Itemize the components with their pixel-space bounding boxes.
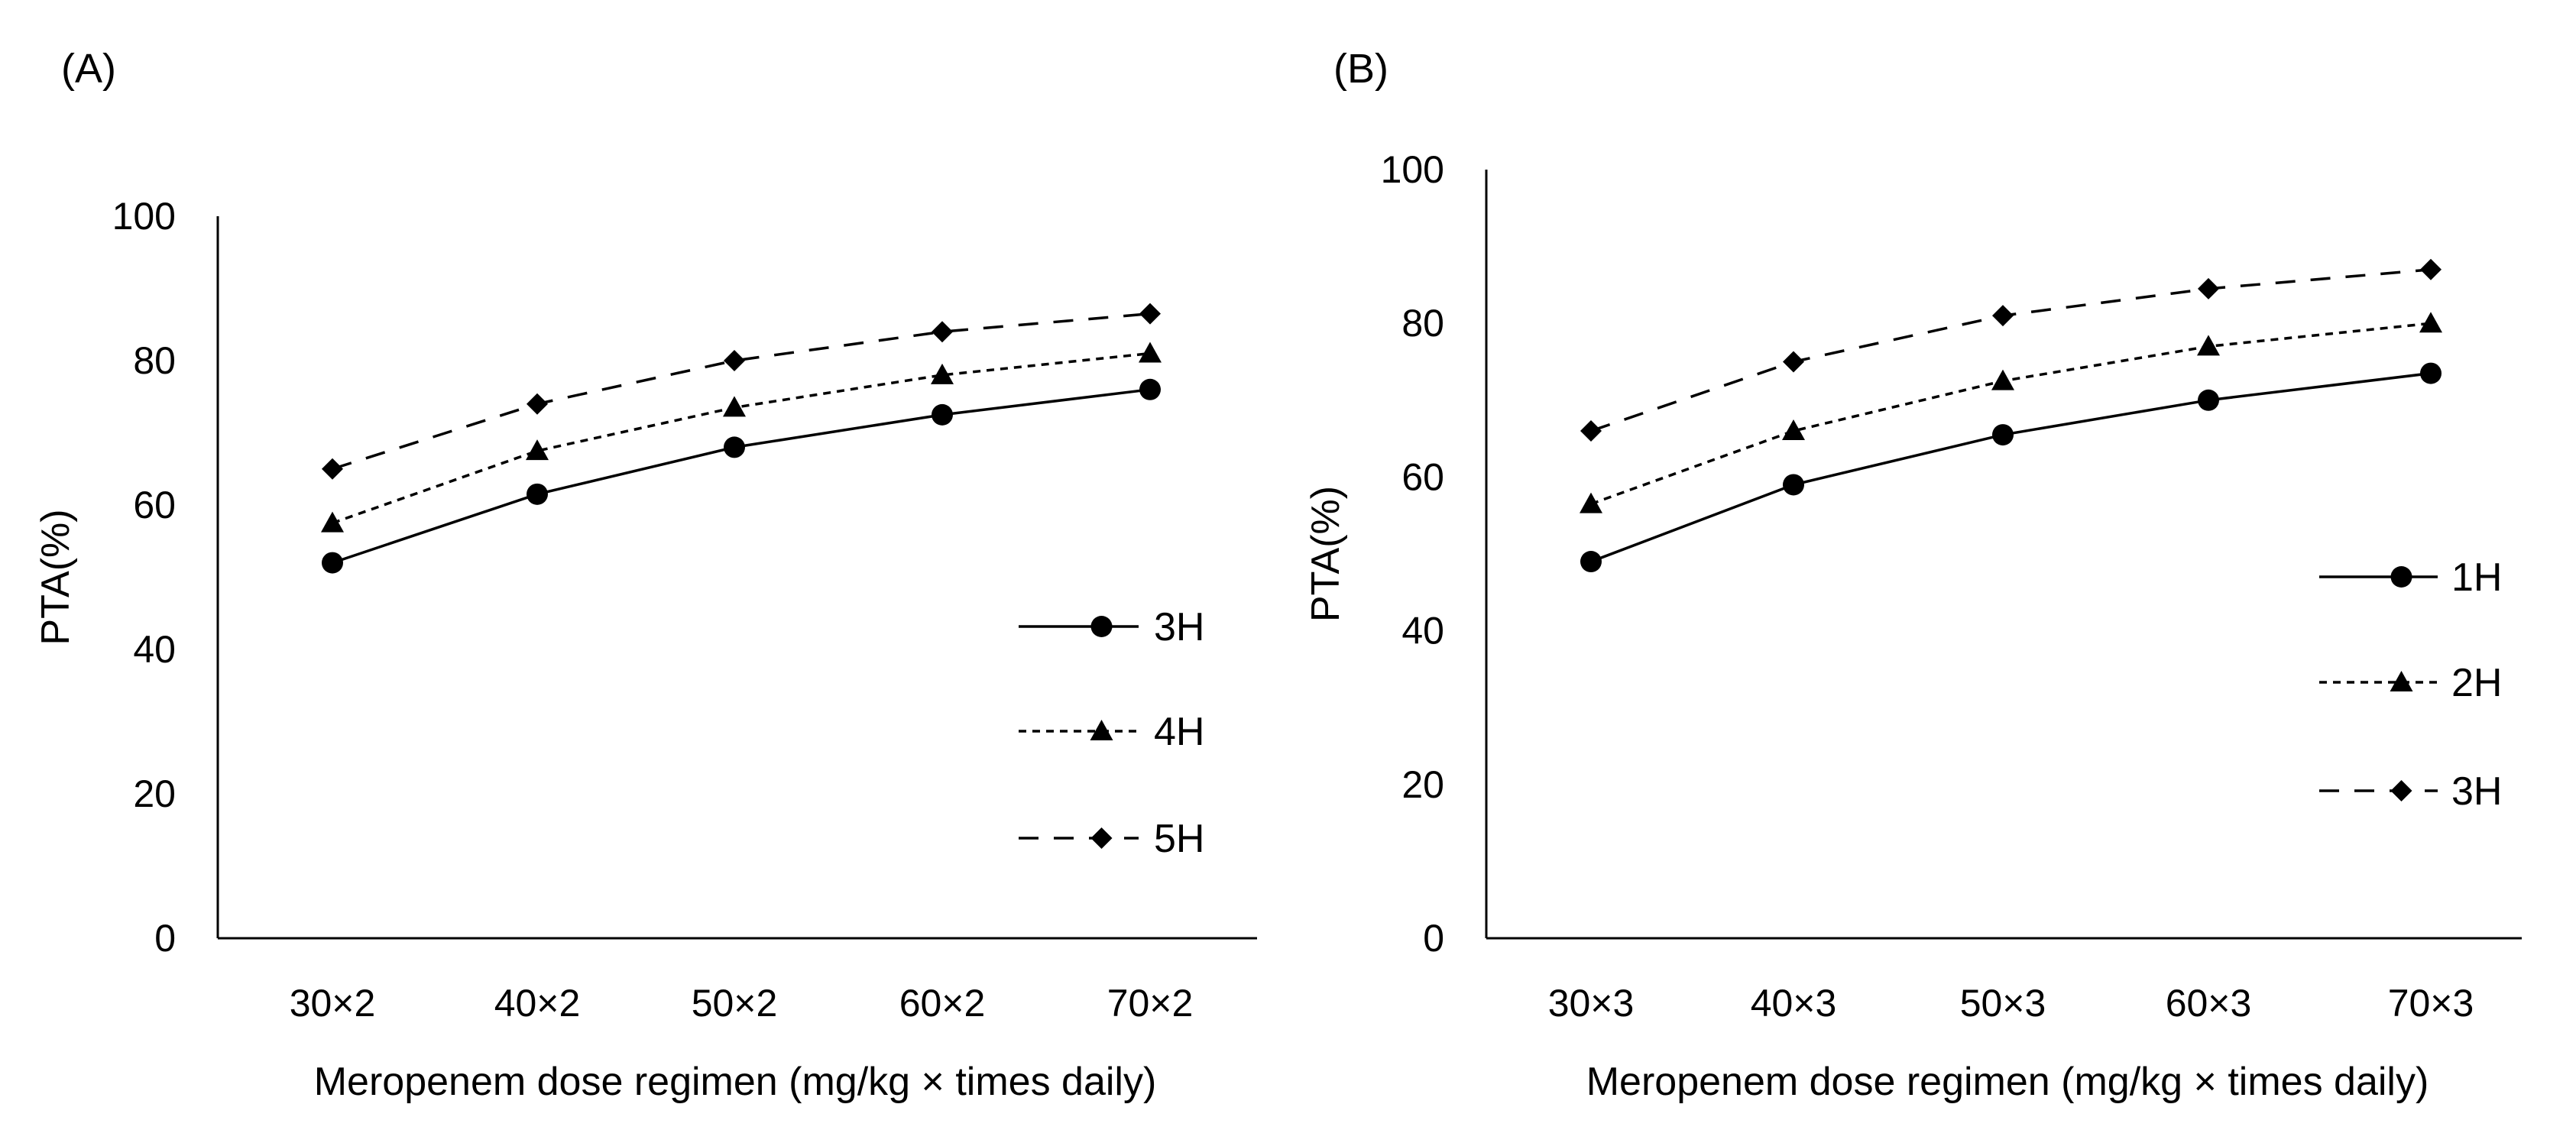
chart-2-data-point	[1992, 305, 2014, 327]
chart-1-y-tick-label: 80	[133, 339, 176, 382]
chart-2-x-tick-label: 50×3	[1960, 982, 2046, 1025]
chart-2-data-point	[2198, 389, 2219, 411]
chart-1-data-point	[322, 552, 343, 574]
chart-2-data-point	[1782, 419, 1805, 441]
chart-2-data-point	[2198, 277, 2219, 299]
chart-2-legend-marker	[2390, 780, 2412, 801]
chart-2-legend-item: 3H	[2319, 769, 2502, 814]
chart-2-legend-marker	[2390, 671, 2413, 691]
chart-1-data-point	[723, 396, 746, 417]
chart-1-data-point	[931, 363, 954, 384]
chart-2-data-point	[1580, 492, 1602, 513]
chart-2-panel-label: (B)	[1333, 46, 1388, 92]
chart-1-x-axis-title: Meropenem dose regimen (mg/kg × times da…	[314, 1060, 1157, 1104]
chart-2-legend-item: 1H	[2319, 555, 2502, 600]
chart-2-y-tick-label: 60	[1401, 455, 1444, 498]
chart-1-data-point	[527, 483, 548, 505]
chart-2-data-point	[1580, 551, 1602, 573]
chart-1-legend-label: 3H	[1154, 605, 1204, 649]
chart-2-x-axis-title: Meropenem dose regimen (mg/kg × times da…	[1586, 1060, 2429, 1104]
chart-1-data-point	[932, 403, 953, 426]
chart-1-x-tick-label: 60×2	[899, 982, 986, 1025]
chart-2-legend-marker	[2390, 566, 2412, 588]
chart-2-series-3H	[1580, 258, 2442, 442]
chart-1-series-line	[332, 351, 1151, 525]
chart-1-data-point	[322, 458, 343, 480]
chart-1-legend-item: 3H	[1019, 605, 1204, 649]
chart-1-y-tick-label: 60	[133, 484, 176, 526]
chart-1-y-axis-title: PTA(%)	[34, 509, 78, 645]
chart-2-y-tick-label: 100	[1381, 148, 1444, 191]
chart-1-series-line	[332, 312, 1151, 471]
chart-1-data-point	[1139, 342, 1162, 363]
chart-1-y-tick-label: 20	[133, 772, 176, 815]
chart-1-series-3H	[322, 378, 1161, 574]
chart-1-x-tick-label: 50×2	[692, 982, 778, 1025]
chart-1-series-4H	[321, 342, 1162, 533]
chart-2-x-tick-label: 40×3	[1751, 982, 1837, 1025]
chart-2-x-tick-label: 30×3	[1548, 982, 1635, 1025]
chart-2-data-point	[2197, 335, 2220, 356]
chart-2-y-tick-label: 0	[1423, 917, 1444, 960]
chart-1-series-5H	[322, 303, 1161, 480]
chart-2-data-point	[1783, 474, 1804, 496]
chart-2-legend-item: 2H	[2319, 661, 2502, 705]
chart-2-series-2H	[1580, 312, 2442, 513]
chart-2-legend-label: 1H	[2451, 555, 2502, 600]
chart-1-legend-marker	[1090, 827, 1113, 849]
chart-1-data-point	[1139, 378, 1161, 400]
chart-2-y-tick-label: 40	[1401, 610, 1444, 652]
chart-1-data-point	[526, 439, 549, 461]
chart-2-data-point	[1783, 351, 1804, 373]
chart-1-data-point	[1139, 303, 1161, 325]
chart-2-data-point	[1991, 369, 2014, 390]
chart-2-legend-label: 3H	[2451, 769, 2502, 814]
chart-1-x-tick-label: 70×2	[1107, 982, 1194, 1025]
chart-2-y-tick-label: 20	[1401, 763, 1444, 806]
chart-2-x-tick-label: 70×3	[2388, 982, 2474, 1025]
chart-1-y-tick-label: 40	[133, 628, 176, 671]
chart-2-series-line	[1590, 371, 2432, 563]
chart-1: (A) 0 20 40 60 80 100 30×2 40×2 50×2 60×2 70×2 Merop…	[34, 46, 1257, 1104]
chart-1-legend-marker	[1090, 616, 1113, 637]
chart-2-legend-label: 2H	[2451, 661, 2502, 705]
chart-1-y-tick-label: 100	[112, 195, 176, 238]
chart-1-data-point	[724, 436, 745, 458]
chart-1-legend-item: 5H	[1019, 817, 1204, 861]
chart-1-legend-item: 4H	[1019, 710, 1204, 754]
chart-1-data-point	[527, 393, 548, 415]
chart-2-data-point	[2420, 258, 2442, 280]
chart-1-panel-label: (A)	[61, 46, 116, 92]
chart-2-series-line	[1590, 322, 2432, 506]
chart-1-y-tick-label: 0	[154, 917, 176, 960]
chart-2-series-1H	[1580, 362, 2442, 573]
chart-1-data-point	[321, 511, 344, 533]
chart-2-x-tick-label: 60×3	[2166, 982, 2252, 1025]
chart-1-x-tick-label: 40×2	[494, 982, 581, 1025]
chart-1-legend-label: 4H	[1154, 710, 1204, 754]
chart-1-legend-label: 5H	[1154, 817, 1204, 861]
chart-2-y-tick-label: 80	[1401, 302, 1444, 345]
chart-2: (B) 0 20 40 60 80 100 30×3 40×3 50×3 60×3 70×3 Merop…	[1304, 46, 2522, 1104]
chart-2-series-line	[1590, 268, 2432, 432]
chart-2-y-axis-title: PTA(%)	[1304, 486, 1348, 622]
chart-1-data-point	[932, 321, 953, 343]
chart-2-data-point	[2420, 362, 2442, 384]
chart-2-data-point	[1580, 420, 1602, 442]
chart-1-data-point	[724, 350, 745, 371]
chart-2-data-point	[1992, 424, 2014, 446]
chart-1-legend-marker	[1090, 720, 1113, 740]
chart-2-data-point	[2419, 312, 2442, 333]
chart-1-x-tick-label: 30×2	[290, 982, 376, 1025]
